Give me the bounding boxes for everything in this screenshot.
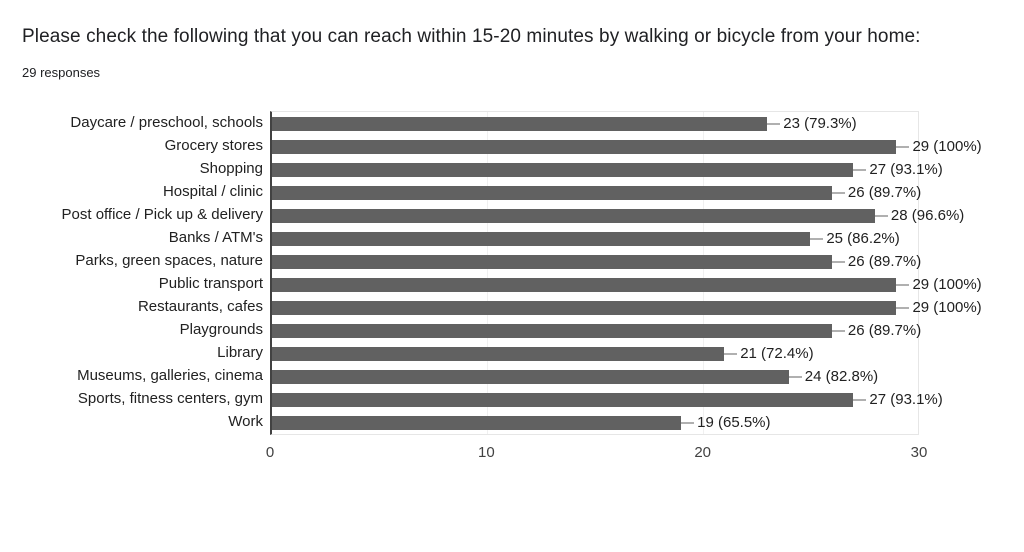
value-label: 21 (72.4%) bbox=[740, 345, 814, 362]
category-label: Library bbox=[217, 344, 263, 361]
value-label: 19 (65.5%) bbox=[697, 414, 771, 431]
leader-line bbox=[896, 306, 910, 309]
leader-line bbox=[896, 145, 910, 148]
leader-line bbox=[831, 260, 845, 263]
bar bbox=[272, 369, 789, 384]
x-axis-tick-label: 30 bbox=[910, 444, 928, 461]
category-label: Banks / ATM's bbox=[168, 229, 263, 246]
gridline bbox=[702, 112, 704, 434]
chart-row: 27 (93.1%) bbox=[272, 158, 943, 181]
bar bbox=[272, 300, 897, 315]
category-label: Grocery stores bbox=[164, 137, 263, 154]
response-count: 29 responses bbox=[22, 65, 101, 80]
category-label: Restaurants, cafes bbox=[137, 298, 263, 315]
chart-row: 26 (89.7%) bbox=[272, 319, 922, 342]
value-label: 28 (96.6%) bbox=[890, 207, 965, 224]
leader-line bbox=[767, 122, 781, 125]
value-label: 26 (89.7%) bbox=[847, 322, 922, 339]
chart-row: 26 (89.7%) bbox=[272, 250, 922, 273]
leader-line bbox=[896, 283, 910, 286]
value-label: 26 (89.7%) bbox=[847, 184, 922, 201]
x-axis-tick-label: 20 bbox=[694, 444, 711, 461]
question-title: Please check the following that you can … bbox=[22, 26, 921, 47]
bar bbox=[272, 346, 725, 361]
chart-row: 28 (96.6%) bbox=[272, 204, 964, 227]
category-label: Daycare / preschool, schools bbox=[70, 114, 263, 131]
leader-line bbox=[853, 398, 867, 401]
chart-row: 29 (100%) bbox=[272, 273, 982, 296]
leader-line bbox=[788, 375, 802, 378]
value-label: 29 (100%) bbox=[912, 276, 982, 293]
plot-area: 23 (79.3%) 29 (100%) 27 (93.1%) 26 (89.7%) 2… bbox=[270, 111, 982, 435]
bars-container: 23 (79.3%) 29 (100%) 27 (93.1%) 26 (89.7%) 2… bbox=[272, 112, 982, 434]
bar bbox=[272, 116, 768, 131]
category-label: Work bbox=[228, 413, 263, 430]
leader-line bbox=[724, 352, 738, 355]
bar bbox=[272, 139, 897, 154]
value-label: 27 (93.1%) bbox=[869, 391, 943, 408]
value-label: 24 (82.8%) bbox=[804, 368, 879, 385]
value-label: 23 (79.3%) bbox=[783, 115, 857, 132]
category-label: Parks, green spaces, nature bbox=[75, 252, 263, 269]
chart-row: 29 (100%) bbox=[272, 135, 982, 158]
category-label: Playgrounds bbox=[179, 321, 263, 338]
chart-row: 19 (65.5%) bbox=[272, 411, 918, 434]
leader-line bbox=[831, 191, 845, 194]
chart-row: 26 (89.7%) bbox=[272, 181, 922, 204]
chart-row: 23 (79.3%) bbox=[272, 112, 918, 135]
bar bbox=[272, 323, 832, 338]
bar bbox=[272, 208, 875, 223]
leader-line bbox=[681, 421, 695, 424]
chart-row: 27 (93.1%) bbox=[272, 388, 943, 411]
bar-chart: Daycare / preschool, schools Grocery stor… bbox=[22, 111, 1024, 435]
leader-line bbox=[853, 168, 867, 171]
category-label: Museums, galleries, cinema bbox=[77, 367, 263, 384]
chart-row: 25 (86.2%) bbox=[272, 227, 918, 250]
chart-row: 21 (72.4%) bbox=[272, 342, 918, 365]
value-label: 27 (93.1%) bbox=[869, 161, 943, 178]
category-axis: Daycare / preschool, schools Grocery stor… bbox=[22, 111, 270, 435]
bar bbox=[272, 277, 897, 292]
bar bbox=[272, 415, 682, 430]
x-axis-tick-label: 0 bbox=[265, 444, 275, 461]
leader-line bbox=[810, 237, 824, 240]
bar bbox=[272, 254, 832, 269]
form-results-page: Please check the following that you can … bbox=[22, 26, 1024, 469]
leader-line bbox=[831, 329, 845, 332]
category-label: Shopping bbox=[199, 160, 263, 177]
value-label: 29 (100%) bbox=[912, 138, 982, 155]
category-label: Post office / Pick up & delivery bbox=[61, 206, 263, 223]
value-label: 26 (89.7%) bbox=[847, 253, 922, 270]
x-axis: 0 10 20 30 bbox=[266, 435, 928, 469]
bar bbox=[272, 231, 811, 246]
bar bbox=[272, 392, 854, 407]
bar bbox=[272, 162, 854, 177]
gridline bbox=[487, 112, 489, 434]
value-label: 25 (86.2%) bbox=[826, 230, 900, 247]
category-label: Public transport bbox=[158, 275, 263, 292]
bar bbox=[272, 185, 832, 200]
x-axis-tick-label: 10 bbox=[477, 444, 495, 461]
leader-line bbox=[874, 214, 888, 217]
value-label: 29 (100%) bbox=[912, 299, 982, 316]
category-label: Hospital / clinic bbox=[162, 183, 263, 200]
category-label: Sports, fitness centers, gym bbox=[77, 390, 263, 407]
chart-row: 29 (100%) bbox=[272, 296, 982, 319]
chart-row: 24 (82.8%) bbox=[272, 365, 918, 388]
